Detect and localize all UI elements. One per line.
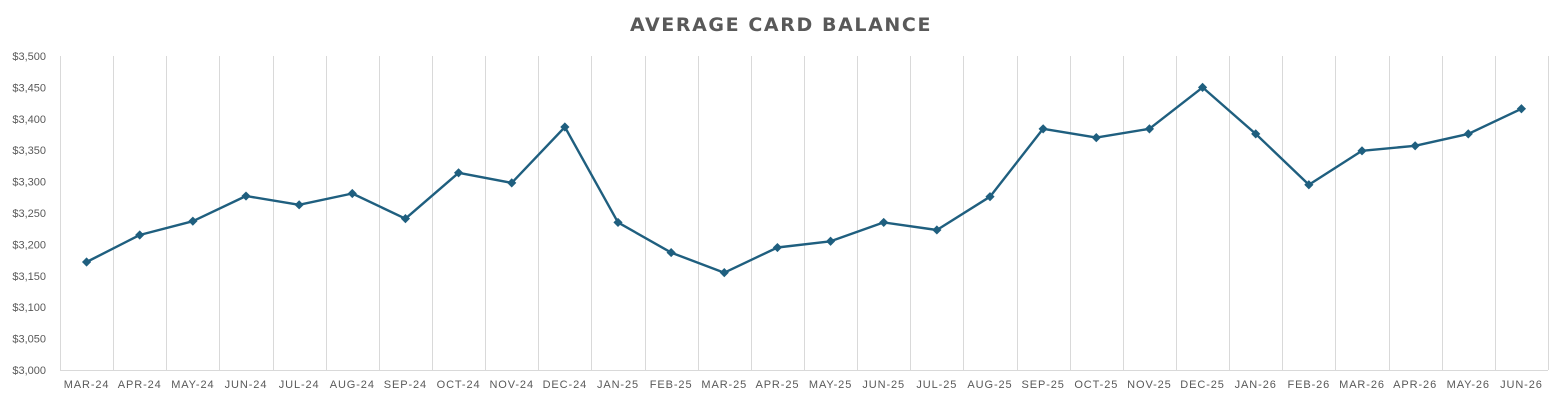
x-tick-label: OCT-24: [437, 379, 481, 391]
x-tick-label: SEP-24: [384, 379, 427, 391]
data-point: [1038, 124, 1048, 134]
data-point: [666, 247, 676, 258]
data-point: [932, 225, 942, 235]
x-tick-label: DEC-24: [543, 379, 588, 391]
y-tick-label: $3,200: [12, 239, 46, 251]
x-tick-label: SEP-25: [1021, 379, 1064, 391]
y-tick-label: $3,500: [12, 51, 46, 63]
x-tick-label: APR-25: [755, 379, 799, 391]
data-point: [135, 230, 145, 240]
x-tick-label: MAR-26: [1339, 379, 1385, 391]
data-point: [1410, 141, 1420, 151]
data-point: [1463, 129, 1473, 139]
data-point: [1197, 82, 1208, 92]
x-tick-label: FEB-25: [650, 379, 693, 391]
data-point: [879, 217, 889, 228]
x-tick-label: JUN-25: [862, 379, 905, 391]
data-point: [507, 178, 517, 188]
x-tick-label: MAY-26: [1447, 379, 1490, 391]
x-tick-label: JAN-25: [597, 379, 639, 391]
x-tick-label: AUG-24: [330, 379, 375, 391]
x-tick-label: APR-26: [1393, 379, 1437, 391]
series: [86, 86, 1522, 274]
y-tick-label: $3,100: [12, 302, 46, 314]
data-point: [1144, 124, 1155, 134]
x-tick-label: JUN-24: [225, 379, 268, 391]
x-tick-label: NOV-24: [489, 379, 534, 391]
x-tick-label: NOV-25: [1127, 379, 1172, 391]
data-point: [400, 214, 411, 224]
x-tick-label: JUL-24: [279, 379, 320, 391]
data-point: [1251, 129, 1261, 139]
data-point: [294, 200, 304, 210]
y-tick-label: $3,250: [12, 208, 46, 220]
data-point: [188, 216, 198, 226]
x-tick-label: MAY-24: [171, 379, 214, 391]
data-point: [825, 236, 836, 246]
chart-title: AVERAGE CARD BALANCE: [630, 14, 932, 36]
data-point: [985, 192, 995, 202]
y-tick-label: $3,350: [12, 145, 46, 157]
y-tick-label: $3,050: [12, 334, 46, 346]
axes: $3,000 $3,050 $3,100 $3,150 $3,200 $3,250 $3,3…: [12, 51, 1548, 391]
y-tick-label: $3,000: [12, 365, 46, 377]
x-tick-label: JUN-26: [1500, 379, 1543, 391]
x-tick-label: MAY-25: [809, 379, 852, 391]
data-point: [719, 268, 729, 278]
series-line: [86, 86, 1522, 274]
data-point: [453, 168, 464, 178]
data-point: [241, 191, 251, 201]
x-tick-label: APR-24: [118, 379, 162, 391]
x-tick-label: FEB-26: [1288, 379, 1331, 391]
data-point: [613, 217, 623, 228]
data-point: [81, 257, 92, 267]
data-point: [560, 122, 570, 132]
x-tick-label: OCT-25: [1074, 379, 1118, 391]
x-tick-label: AUG-25: [967, 379, 1012, 391]
data-point: [1357, 146, 1367, 156]
y-tick-label: $3,450: [12, 82, 46, 94]
gridlines: [60, 56, 1549, 370]
x-tick-label: JUL-25: [916, 379, 957, 391]
y-tick-label: $3,300: [12, 177, 46, 189]
x-tick-label: JAN-26: [1235, 379, 1277, 391]
x-tick-label: DEC-25: [1180, 379, 1225, 391]
data-point: [1304, 180, 1314, 190]
data-point: [1091, 133, 1101, 143]
data-point: [347, 188, 357, 199]
y-tick-label: $3,150: [12, 271, 46, 283]
y-tick-label: $3,400: [12, 114, 46, 126]
data-point: [772, 242, 783, 253]
markers: [81, 82, 1527, 278]
x-tick-label: MAR-25: [701, 379, 747, 391]
x-tick-label: MAR-24: [64, 379, 110, 391]
data-point: [1516, 104, 1527, 114]
